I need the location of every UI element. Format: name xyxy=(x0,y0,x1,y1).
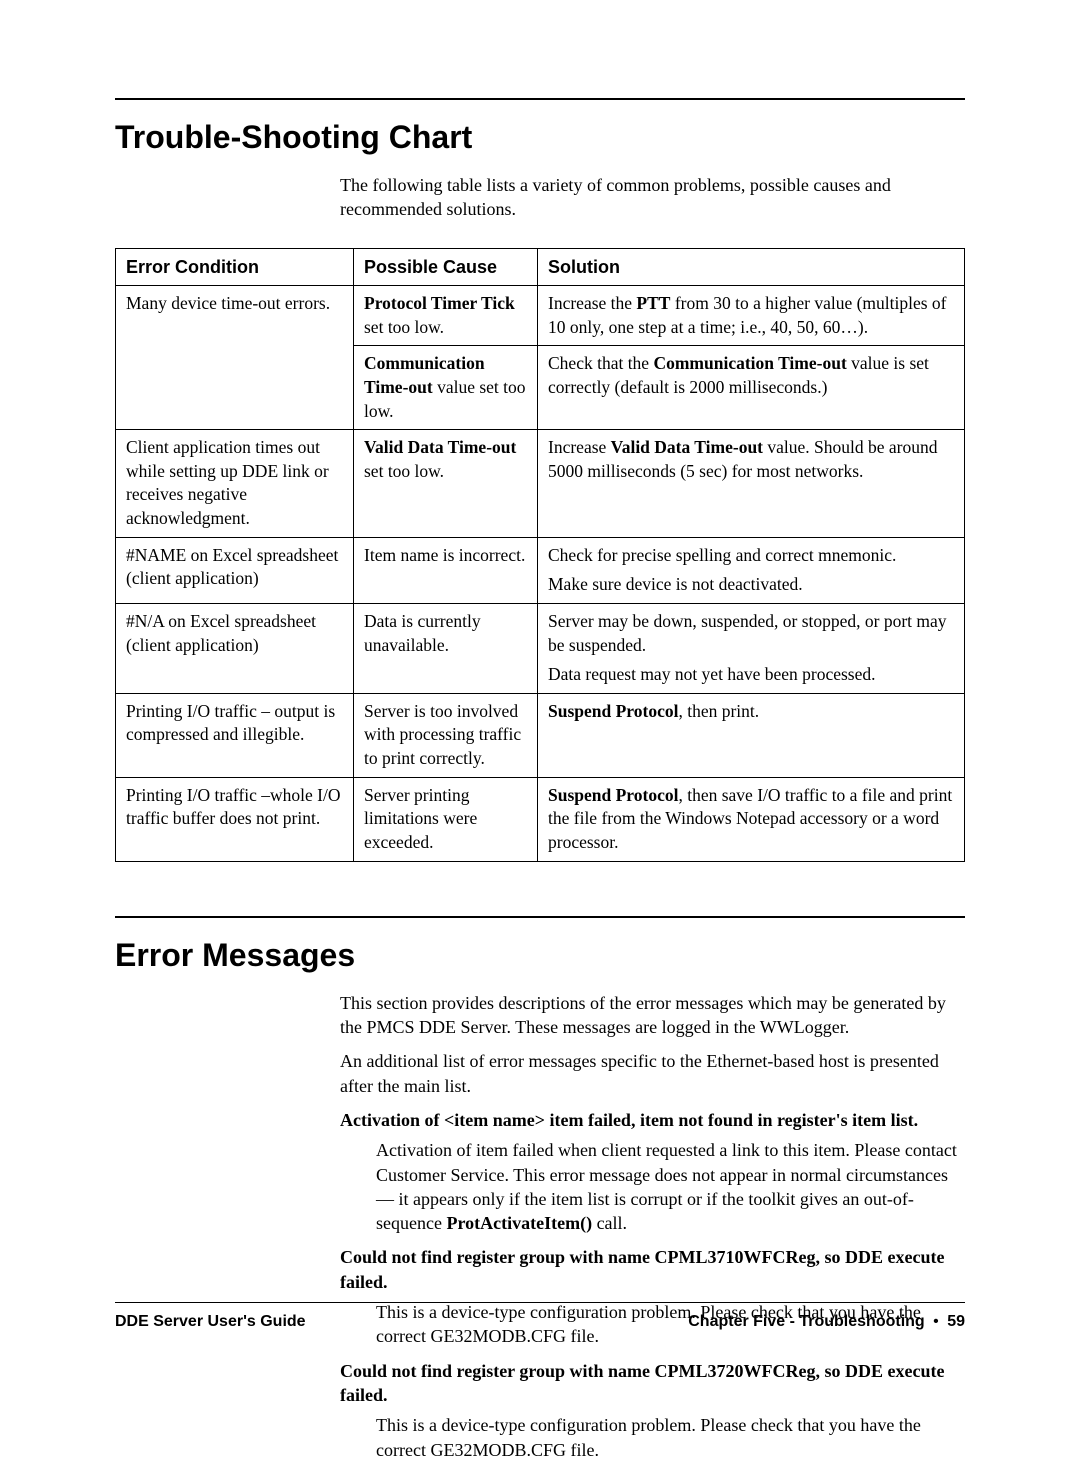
footer-page-number: 59 xyxy=(947,1313,965,1330)
cell-solution: Suspend Protocol, then save I/O traffic … xyxy=(538,777,965,861)
error-message-body: Activation of item failed when client re… xyxy=(376,1138,965,1235)
section-title-error-messages: Error Messages xyxy=(115,934,965,977)
col-header-error: Error Condition xyxy=(116,248,354,285)
error-message-title: Could not find register group with name … xyxy=(340,1359,965,1408)
cell-cause: Valid Data Time-out set too low. xyxy=(354,430,538,538)
table-header-row: Error Condition Possible Cause Solution xyxy=(116,248,965,285)
footer-rule xyxy=(115,1302,965,1303)
table-row: #NAME on Excel spreadsheet (client appli… xyxy=(116,537,965,603)
cell-solution: Increase the PTT from 30 to a higher val… xyxy=(538,286,965,346)
section-title-troubleshooting: Trouble-Shooting Chart xyxy=(115,116,965,159)
troubleshooting-table: Error Condition Possible Cause Solution … xyxy=(115,248,965,862)
table-row: Printing I/O traffic – output is compres… xyxy=(116,693,965,777)
error-message-title: Could not find register group with name … xyxy=(340,1245,965,1294)
cell-error: #NAME on Excel spreadsheet (client appli… xyxy=(116,537,354,603)
cell-solution: Increase Valid Data Time-out value. Shou… xyxy=(538,430,965,538)
cell-cause: Server printing limitations were exceede… xyxy=(354,777,538,861)
cell-cause: Server is too involved with processing t… xyxy=(354,693,538,777)
section-rule xyxy=(115,98,965,100)
error-messages-intro-1: This section provides descriptions of th… xyxy=(340,991,965,1040)
cell-cause: Data is currently unavailable. xyxy=(354,603,538,693)
cell-cause: Communication Time-out value set too low… xyxy=(354,346,538,430)
cell-error: Printing I/O traffic – output is compres… xyxy=(116,693,354,777)
footer-chapter-label: Chapter Five - Troubleshooting xyxy=(688,1313,924,1330)
table-row: #N/A on Excel spreadsheet (client applic… xyxy=(116,603,965,693)
cell-cause: Item name is incorrect. xyxy=(354,537,538,603)
footer-bullet: • xyxy=(929,1313,943,1330)
footer-chapter: Chapter Five - Troubleshooting • 59 xyxy=(688,1311,965,1333)
error-message-body: This is a device-type configuration prob… xyxy=(376,1413,965,1462)
error-messages-intro-2: An additional list of error messages spe… xyxy=(340,1049,965,1098)
table-row: Printing I/O traffic –whole I/O traffic … xyxy=(116,777,965,861)
footer-guide-title: DDE Server User's Guide xyxy=(115,1311,306,1333)
col-header-cause: Possible Cause xyxy=(354,248,538,285)
cell-solution: Suspend Protocol, then print. xyxy=(538,693,965,777)
section-rule xyxy=(115,916,965,918)
troubleshooting-intro: The following table lists a variety of c… xyxy=(340,173,965,222)
cell-cause: Protocol Timer Tick set too low. xyxy=(354,286,538,346)
page-footer: DDE Server User's Guide Chapter Five - T… xyxy=(0,1302,1080,1333)
table-row: Many device time-out errors.Protocol Tim… xyxy=(116,286,965,346)
cell-error: #N/A on Excel spreadsheet (client applic… xyxy=(116,603,354,693)
cell-solution: Check that the Communication Time-out va… xyxy=(538,346,965,430)
table-row: Client application times out while setti… xyxy=(116,430,965,538)
cell-solution: Check for precise spelling and correct m… xyxy=(538,537,965,603)
error-message-title: Activation of <item name> item failed, i… xyxy=(340,1108,965,1132)
col-header-solution: Solution xyxy=(538,248,965,285)
cell-error: Client application times out while setti… xyxy=(116,430,354,538)
cell-error: Printing I/O traffic –whole I/O traffic … xyxy=(116,777,354,861)
cell-error: Many device time-out errors. xyxy=(116,286,354,430)
cell-solution: Server may be down, suspended, or stoppe… xyxy=(538,603,965,693)
